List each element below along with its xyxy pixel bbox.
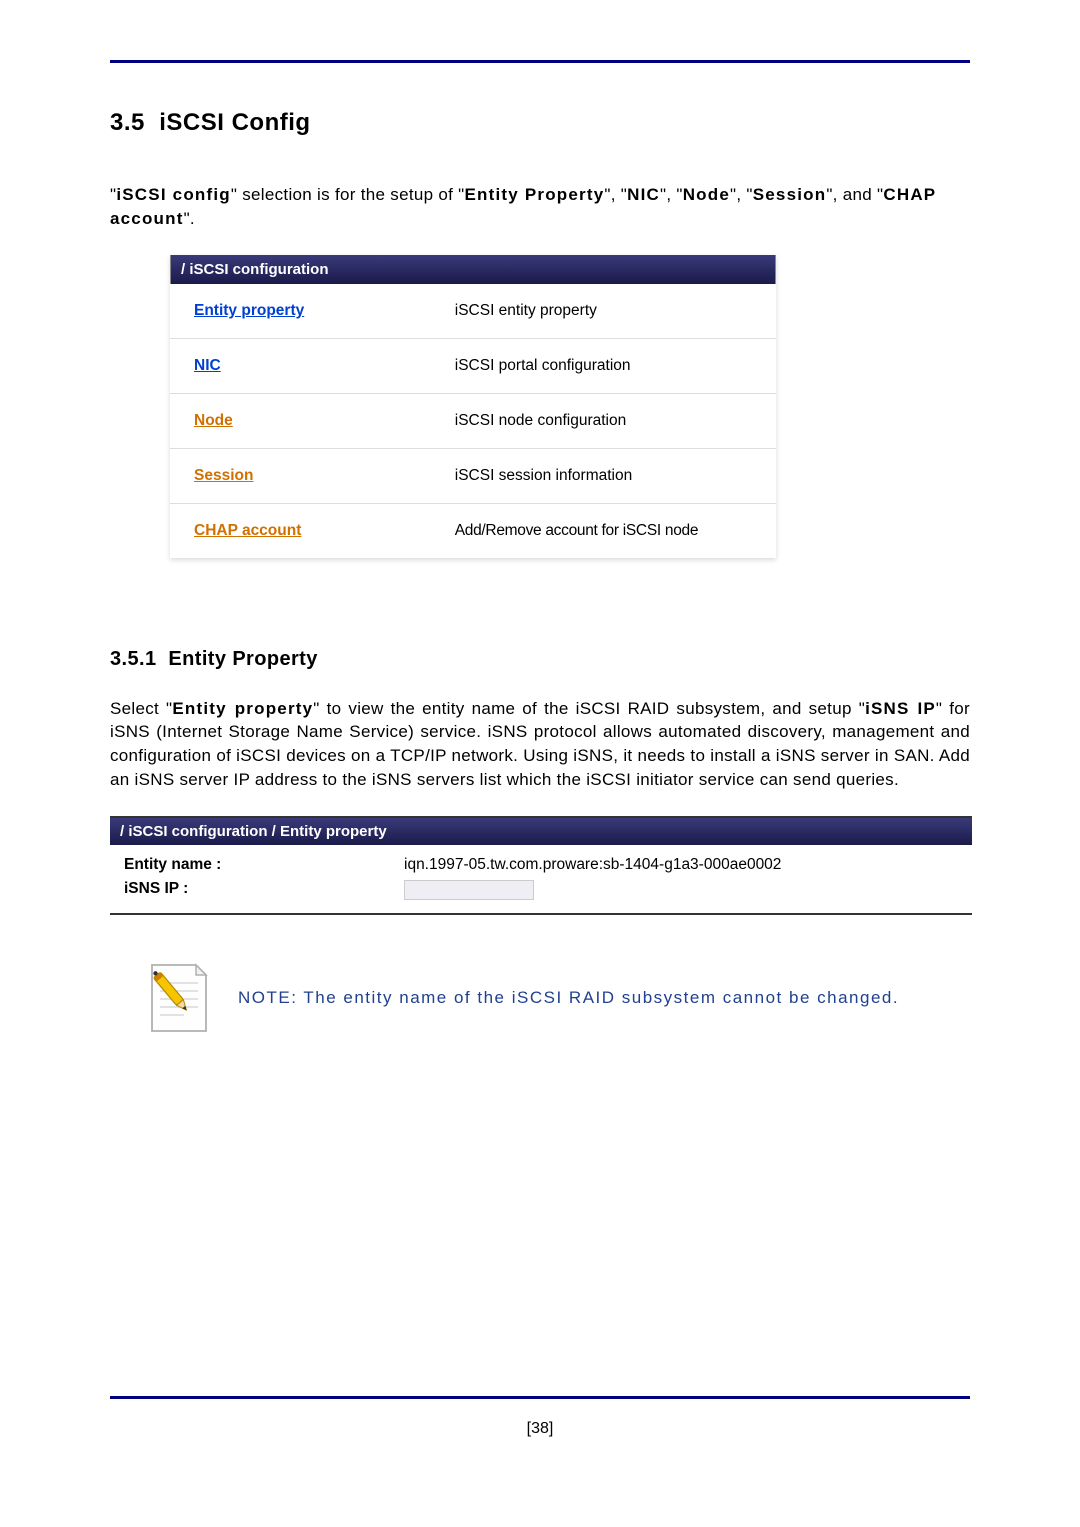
link-entity-property[interactable]: Entity property [194,302,304,319]
link-chap-account[interactable]: CHAP account [194,522,301,539]
term-session: Session [753,185,827,204]
table-row: Entity name : iqn.1997-05.tw.com.proware… [124,853,958,877]
desc-entity-property: iSCSI entity property [449,284,776,338]
isns-ip-input[interactable] [404,880,534,900]
subsection-heading: 3.5.1 Entity Property [110,648,970,671]
term-isns-ip: iSNS IP [865,699,936,718]
table-row: NIC iSCSI portal configuration [170,339,776,394]
note-text: NOTE: The entity name of the iSCSI RAID … [238,985,899,1011]
desc-nic: iSCSI portal configuration [449,339,776,393]
isns-ip-label: iSNS IP : [124,880,404,900]
iscsi-config-table: / iSCSI configuration Entity property iS… [170,255,776,558]
table-row: CHAP account Add/Remove account for iSCS… [170,504,776,558]
table-row: Node iSCSI node configuration [170,394,776,449]
subsection-paragraph: Select "Entity property" to view the ent… [110,697,970,792]
table-row: Entity property iSCSI entity property [170,284,776,339]
section-number: 3.5 [110,109,145,136]
top-rule [110,60,970,63]
entity-property-table-header: / iSCSI configuration / Entity property [110,818,972,845]
subsection-number: 3.5.1 [110,648,156,670]
desc-chap-account: Add/Remove account for iSCSI node [455,522,698,539]
entity-name-value: iqn.1997-05.tw.com.proware:sb-1404-g1a3-… [404,856,958,874]
table-row: Session iSCSI session information [170,449,776,504]
table-row: iSNS IP : [124,877,958,903]
intro-paragraph: "iSCSI config" selection is for the setu… [110,183,970,231]
section-title: iSCSI Config [159,109,310,136]
term-entity-property-2: Entity property [172,699,313,718]
section-heading: 3.5 iSCSI Config [110,109,970,137]
link-node[interactable]: Node [194,412,233,429]
entity-property-table: / iSCSI configuration / Entity property … [110,816,972,915]
desc-session: iSCSI session information [449,449,776,503]
bottom-rule [110,1396,970,1399]
link-session[interactable]: Session [194,467,253,484]
iscsi-config-table-header: / iSCSI configuration [170,255,776,284]
term-iscsi-config: iSCSI config [116,185,231,204]
note-icon [140,959,212,1037]
note-block: NOTE: The entity name of the iSCSI RAID … [110,959,970,1037]
term-node: Node [683,185,730,204]
subsection-title: Entity Property [168,648,317,670]
desc-node: iSCSI node configuration [449,394,776,448]
term-nic: NIC [627,185,660,204]
term-entity-property: Entity Property [465,185,605,204]
entity-name-label: Entity name : [124,856,404,874]
link-nic[interactable]: NIC [194,357,221,374]
page-number: [38] [0,1420,1080,1438]
